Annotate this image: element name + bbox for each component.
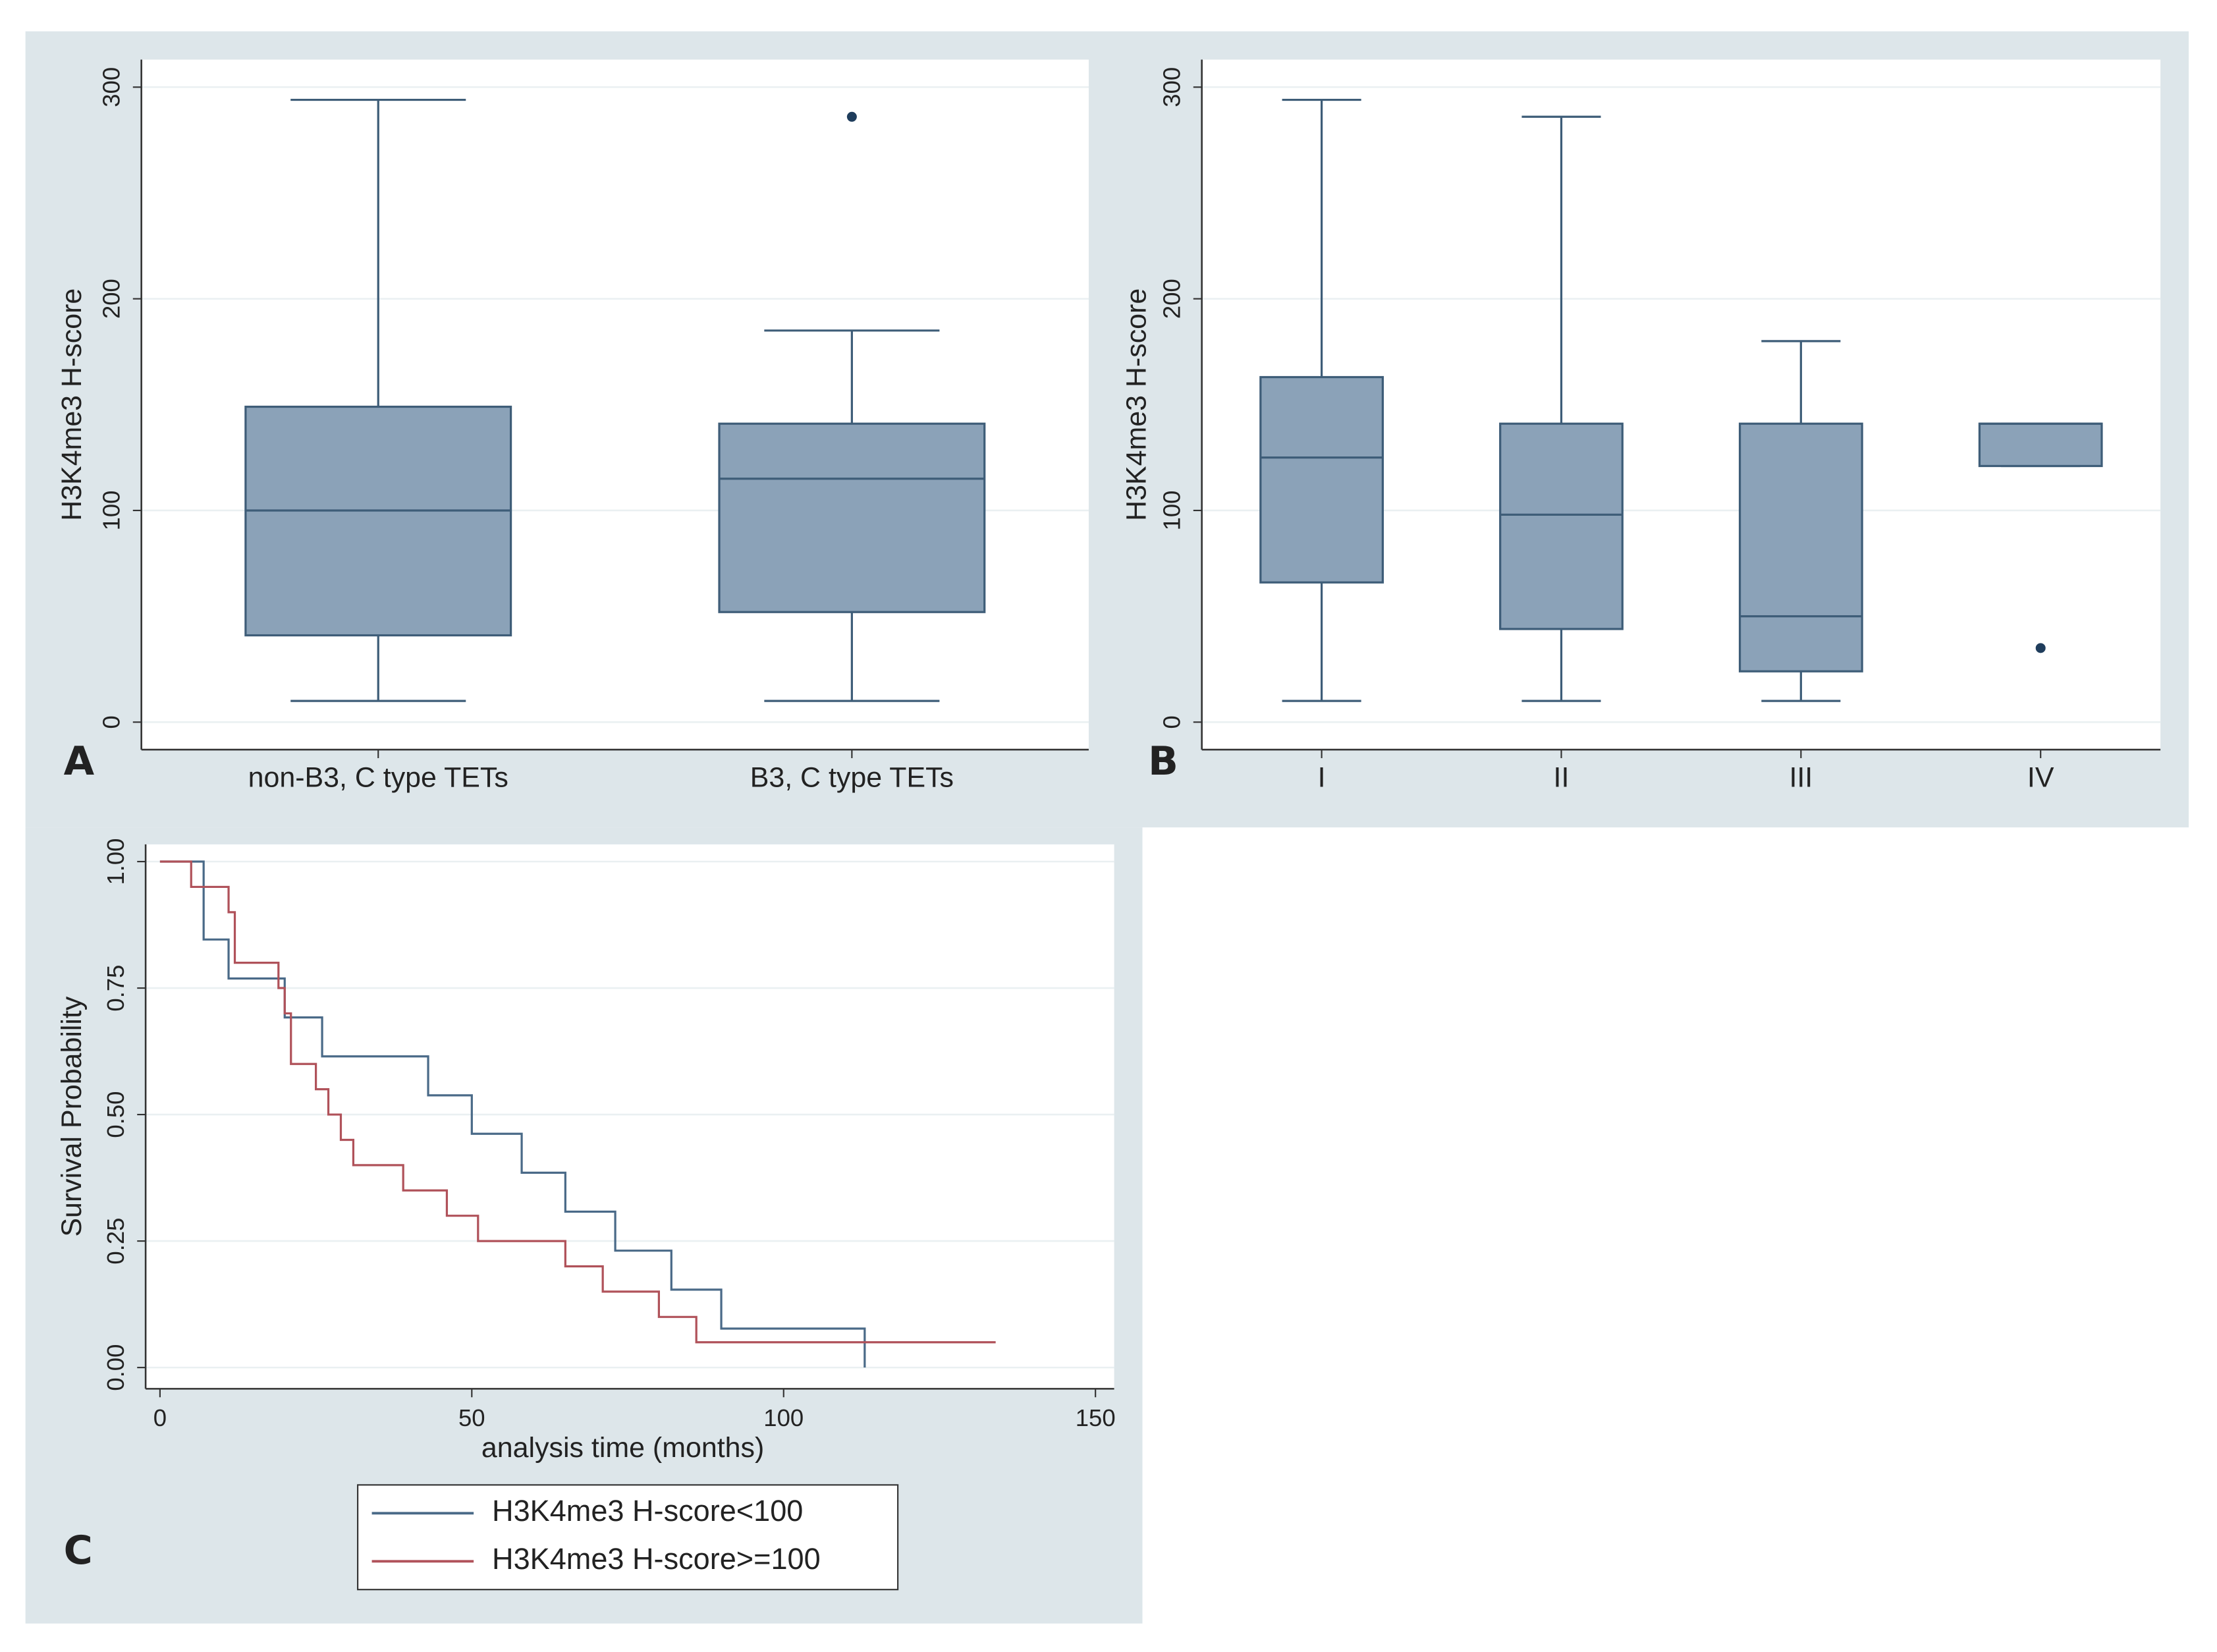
x-tick-label: B3, C type TETs: [750, 762, 954, 794]
survival-curve: [159, 860, 996, 1344]
y-tick-label: 0.25: [102, 1218, 129, 1265]
box: [244, 405, 512, 637]
y-tick-label: 0: [1158, 715, 1185, 729]
box: [1738, 422, 1863, 673]
box: [1499, 422, 1624, 630]
y-tick-label: 100: [1158, 491, 1185, 531]
plot-area: [141, 59, 1089, 750]
y-tick-label: 200: [1158, 279, 1185, 319]
y-axis-label: H3K4me3 H-score: [56, 289, 88, 521]
outlier: [2035, 643, 2046, 653]
box: [1978, 422, 2103, 468]
legend-box: [357, 1484, 899, 1591]
panel-label: C: [64, 1528, 93, 1574]
plot-area: [146, 844, 1114, 1389]
x-tick-label: 0: [153, 1404, 167, 1431]
box: [1259, 375, 1384, 584]
x-tick-label: non-B3, C type TETs: [248, 762, 508, 794]
x-axis-label: analysis time (months): [481, 1432, 764, 1464]
legend-label: H3K4me3 H-score<100: [492, 1494, 803, 1528]
x-tick-label: 50: [458, 1404, 485, 1431]
y-tick-label: 300: [1158, 67, 1185, 107]
x-tick-label: III: [1789, 762, 1813, 794]
x-tick-label: 150: [1076, 1404, 1116, 1431]
x-tick-label: 100: [763, 1404, 804, 1431]
y-tick-label: 1.00: [102, 839, 129, 885]
x-tick-label: II: [1554, 762, 1570, 794]
y-tick-label: 300: [97, 67, 124, 107]
y-axis-label: H3K4me3 H-score: [1120, 289, 1152, 521]
x-tick-label: IV: [2027, 762, 2054, 794]
y-tick-label: 0: [97, 715, 124, 729]
legend-label: H3K4me3 H-score>=100: [492, 1542, 821, 1576]
y-tick-label: 100: [97, 491, 124, 531]
y-axis-label: Survival Probability: [56, 996, 88, 1237]
panel-label: A: [64, 738, 95, 785]
y-tick-label: 0.50: [102, 1091, 129, 1138]
survival-curve: [159, 860, 866, 1368]
box: [718, 422, 986, 613]
outlier: [846, 111, 857, 122]
panel-label: B: [1148, 738, 1178, 785]
y-tick-label: 0.00: [102, 1344, 129, 1391]
y-tick-label: 0.75: [102, 965, 129, 1012]
x-tick-label: I: [1318, 762, 1326, 794]
y-tick-label: 200: [97, 279, 124, 319]
